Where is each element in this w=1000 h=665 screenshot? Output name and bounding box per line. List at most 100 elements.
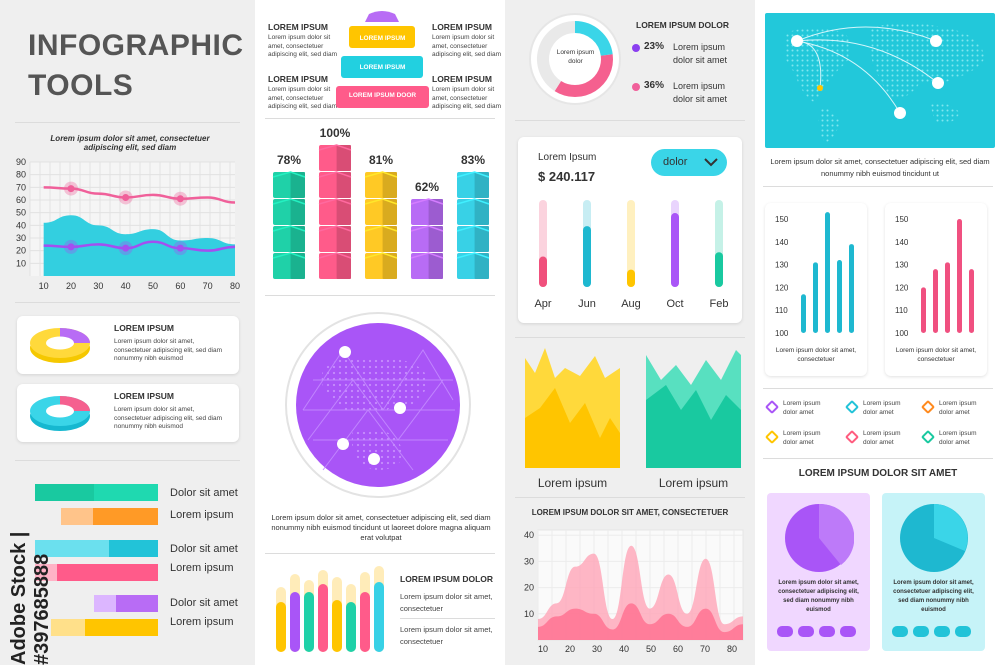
diamond-icon	[764, 399, 780, 415]
pill-button[interactable]	[798, 626, 814, 637]
pill-button[interactable]	[819, 626, 835, 637]
y-tick-label: 90	[16, 157, 26, 167]
y-tick-label: 130	[895, 261, 909, 270]
legend-text: Lorem ipsum dolor amet	[939, 430, 977, 446]
hbar-label: Dolor sit amet	[170, 597, 238, 609]
pill-button[interactable]	[892, 626, 908, 637]
panel-amount: $ 240.117	[538, 169, 596, 184]
cube-bar-label: 62%	[415, 180, 439, 194]
cube-side	[290, 199, 305, 225]
mini-bar	[360, 592, 370, 652]
pyramid-right-title: LOREM IPSUM	[432, 74, 492, 84]
pill-button[interactable]	[955, 626, 971, 637]
pyramid-top	[365, 11, 399, 22]
legend-text: Lorem ipsum dolor amet	[863, 430, 901, 446]
y-tick-label: 70	[16, 182, 26, 192]
hbar-label: Lorem ipsum	[170, 562, 234, 574]
legend-text: Lorem ipsum dolor amet	[939, 400, 977, 416]
legend-text: Lorem ipsum dolor amet	[863, 400, 901, 416]
data-point	[122, 193, 130, 201]
pie-card-text: Lorem ipsum dolor sit amet, consectetuer…	[893, 580, 974, 613]
section-title: LOREM IPSUM DOLOR SIT AMET	[798, 468, 958, 479]
ring-card-title: LOREM IPSUM	[114, 391, 174, 401]
pie-card-text: Lorem ipsum dolor sit amet, consectetuer…	[778, 580, 859, 613]
stats-panel: Lorem Ipsum $ 240.117 dolor Apr Jun Aug Oct…	[518, 137, 742, 323]
cube-side	[474, 253, 489, 279]
x-tick-label: 80	[230, 281, 240, 291]
hbar	[61, 508, 158, 525]
bar	[837, 260, 842, 333]
x-tick-label: 50	[646, 644, 656, 654]
cube-side	[336, 253, 351, 279]
x-tick-label: 20	[66, 281, 76, 291]
cube-side	[336, 199, 351, 225]
column-1: INFOGRAPHIC TOOLS Lorem ipsum dolor sit …	[0, 0, 255, 665]
donut-slice	[554, 54, 613, 97]
y-tick-label: 80	[16, 170, 26, 180]
pyramid-level	[349, 26, 415, 48]
hbar-label: Lorem ipsum	[170, 509, 234, 521]
hbar-segment	[61, 508, 93, 525]
donut-center-label: Lorem ipsum dolor	[556, 49, 595, 65]
y-tick-label: 150	[895, 215, 909, 224]
dropdown-value: dolor	[663, 156, 688, 168]
y-tick-label: 50	[16, 208, 26, 218]
donut-legend-text: Lorem ipsum dolor sit amet	[673, 81, 728, 104]
ring-3d-icon	[30, 328, 90, 363]
hbar	[94, 595, 158, 612]
pyramid-right-title: LOREM IPSUM	[432, 22, 492, 32]
cube-edge	[456, 198, 490, 205]
donut-chart	[529, 13, 621, 105]
data-point	[176, 244, 184, 252]
divider	[15, 122, 240, 123]
cube-side	[290, 172, 305, 198]
bar-card: 100 110 120 130 140 150 Lorem ipsum dolor sit…	[765, 203, 867, 376]
bar-card-caption: Lorem ipsum dolor sit amet, consectetuer	[895, 347, 977, 363]
bar-card: 100 110 120 130 140 150 Lorem ipsum dolor sit…	[885, 203, 987, 376]
hbar-segment	[57, 564, 158, 581]
hbar	[35, 564, 158, 581]
pill-button[interactable]	[777, 626, 793, 637]
divider	[515, 337, 745, 338]
pyramid-right-text: Lorem ipsum dolor sit amet, consectetuer…	[432, 34, 502, 58]
donut-legend-pct: 23%	[644, 41, 665, 52]
hbar-segment	[94, 484, 158, 501]
y-tick-label: 110	[895, 306, 908, 315]
legend-dot	[632, 44, 640, 52]
ring-3d-icon	[30, 396, 90, 431]
month-bar-track	[627, 200, 635, 287]
bar	[945, 262, 950, 333]
cube-edge	[272, 171, 306, 178]
area-series	[538, 603, 743, 640]
period-dropdown[interactable]: dolor	[651, 149, 727, 176]
world-map	[765, 13, 995, 148]
pyramid-left-title: LOREM IPSUM	[268, 22, 328, 32]
ring-card: LOREM IPSUM Lorem ipsum dolor sit amet, …	[17, 384, 239, 442]
cube-edge	[318, 198, 352, 205]
pill-button[interactable]	[913, 626, 929, 637]
cube-bar-label: 81%	[369, 153, 393, 167]
area-block-label: Lorem ipsum	[537, 476, 608, 490]
legend-item: Lorem ipsum dolor amet	[920, 429, 977, 447]
pill-button[interactable]	[840, 626, 856, 637]
y-tick-label: 20	[524, 583, 534, 593]
pyramid-level	[336, 86, 429, 108]
hbar-segment	[51, 619, 86, 636]
legend-item: Lorem ipsum dolor amet	[844, 399, 901, 417]
diamond-icon	[844, 429, 860, 445]
data-point	[122, 244, 130, 252]
y-tick-label: 40	[16, 220, 26, 230]
page-title: INFOGRAPHIC TOOLS	[28, 26, 244, 106]
donut-hole	[550, 34, 600, 84]
pill-button[interactable]	[934, 626, 950, 637]
cyan-bar-chart: 100 110 120 130 140 150	[775, 212, 854, 338]
area-block-label: Lorem ipsum	[658, 476, 729, 490]
y-tick-label: 40	[524, 530, 534, 540]
hbar-segment	[116, 595, 158, 612]
diamond-icon	[844, 399, 860, 415]
cube-edge	[364, 252, 398, 259]
month-label: Aug	[621, 298, 641, 310]
column-4: Lorem ipsum dolor sit amet, consectetuer…	[755, 0, 1000, 665]
cube-side	[428, 226, 443, 252]
bar	[957, 219, 962, 333]
